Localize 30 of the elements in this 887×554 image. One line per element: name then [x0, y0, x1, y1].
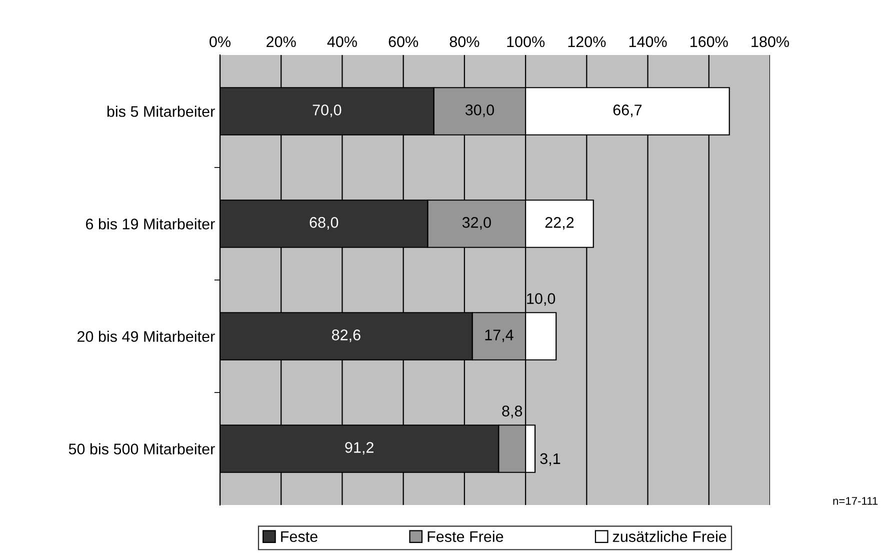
data-label: 30,0: [465, 104, 494, 118]
data-label: 70,0: [312, 104, 342, 118]
data-label: 68,0: [310, 217, 338, 230]
data-label: 3,1: [540, 453, 560, 466]
data-label: 32,0: [462, 217, 491, 230]
x-tick-label: 180%: [752, 36, 789, 48]
x-tick-label: 0%: [210, 36, 230, 48]
y-tick-label: 20 bis 49 Mitarbeiter: [78, 330, 215, 342]
legend-label: Feste: [281, 531, 318, 542]
data-label: 82,6: [332, 330, 360, 342]
data-label: 8,8: [502, 406, 522, 418]
x-tick-label: 60%: [388, 36, 418, 48]
x-tick-label: 120%: [568, 36, 606, 48]
y-tick-label: 50 bis 500 Mitarbeiter: [68, 443, 215, 454]
y-tick-label: bis 5 Mitarbeiter: [107, 106, 215, 117]
y-tick-label: 6 bis 19 Mitarbeiter: [86, 218, 215, 230]
x-tick-label: 20%: [266, 36, 296, 48]
text: n=17-111: [833, 497, 878, 505]
x-tick-label: 140%: [629, 36, 667, 48]
data-label: 10,0: [527, 293, 556, 306]
x-tick-label: 80%: [450, 36, 480, 48]
x-tick-label: 40%: [327, 36, 357, 48]
data-label: 22,2: [545, 217, 574, 230]
legend-label: zusätzliche Freie: [612, 530, 726, 542]
data-label: 66,7: [613, 104, 642, 118]
data-label: 17,4: [485, 330, 514, 342]
x-tick-label: 100%: [507, 36, 545, 48]
x-tick-label: 160%: [690, 36, 728, 48]
data-label: 91,2: [345, 442, 374, 455]
legend-label: Feste Freie: [428, 530, 504, 542]
